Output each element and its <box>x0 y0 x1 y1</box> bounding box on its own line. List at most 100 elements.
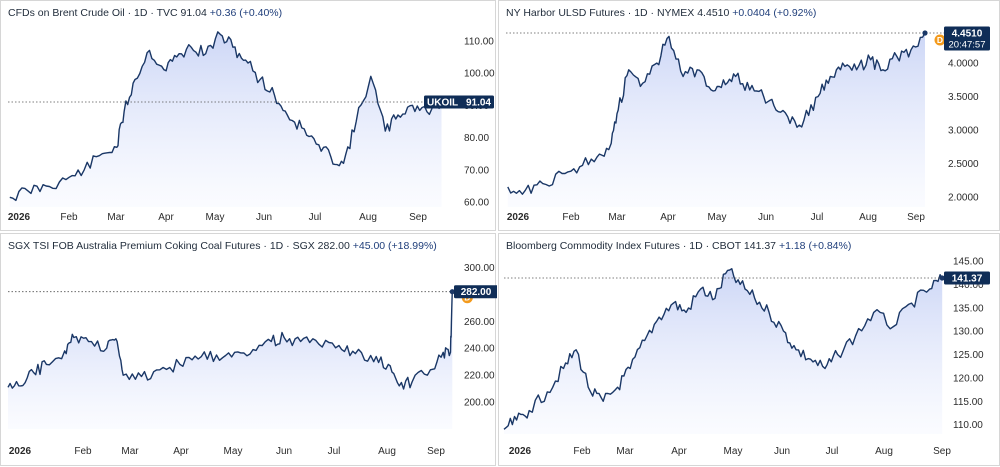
x-tick-label: Jul <box>309 212 322 223</box>
title-change: +0.0404 (+0.92%) <box>732 7 817 19</box>
y-tick-label: 140.00 <box>953 280 984 291</box>
last-price-tag-value: 91.04 <box>466 98 491 109</box>
series-line <box>503 268 943 430</box>
x-tick-label: Apr <box>158 212 174 223</box>
y-tick-label: 120.00 <box>953 373 984 384</box>
y-tick-label: 110.00 <box>953 420 983 431</box>
last-price-tag-value: 141.37 <box>952 274 983 285</box>
x-tick-label: Jul <box>826 446 839 457</box>
dividend-d-badge <box>934 34 946 46</box>
last-price-tag-value: 282.00 <box>461 287 492 298</box>
chart-panel-coking-coal[interactable]: 200.00220.00240.00260.00280.00300.002026… <box>0 233 497 466</box>
x-tick-label: Feb <box>60 212 78 223</box>
x-tick-label: Aug <box>875 446 893 457</box>
chart-panel-ulsd[interactable]: 2.0000 2.5000 3.0000 3.5000 4.0000 2026 Feb Mar… <box>498 0 1000 231</box>
chart-title: Bloomberg Commodity Index Futures · 1D ·… <box>506 240 851 252</box>
y-tick-label: 125.00 <box>953 350 984 361</box>
last-price-tag <box>944 26 990 51</box>
x-tick-label: Sep <box>907 212 925 223</box>
title-name: SGX TSI FOB Australia Premium Coking Coa… <box>8 240 261 252</box>
title-meta: · 1D · TVC <box>127 7 178 19</box>
x-tick-label: 2026 <box>9 446 32 457</box>
y-tick-label: 2.5000 <box>948 159 979 170</box>
y-tick-label: 130.00 <box>953 327 984 338</box>
title-name: Bloomberg Commodity Index Futures <box>506 240 680 252</box>
title-last-price: 282.00 <box>317 240 350 252</box>
title-name: NY Harbor ULSD Futures <box>506 7 625 19</box>
x-tick-label: Mar <box>107 212 125 223</box>
x-tick-label: Sep <box>427 446 445 457</box>
x-tick-label: May <box>224 446 243 457</box>
y-tick-label: 300.00 <box>464 263 495 274</box>
title-meta: · 1D · NYMEX <box>627 7 695 19</box>
y-tick-label: 3.0000 <box>948 126 979 137</box>
chart-panel-bloomberg[interactable]: 110.00 115.00 120.00 125.00 130.00 135.00 140.… <box>498 233 1000 466</box>
x-tick-label: Jul <box>328 446 341 457</box>
title-last-price: 91.04 <box>180 7 207 19</box>
y-tick-label: 115.00 <box>953 397 983 408</box>
x-tick-label: Mar <box>616 446 634 457</box>
y-tick-label: 3.5000 <box>948 92 979 103</box>
y-tick-label: 200.00 <box>464 398 495 409</box>
y-tick-label: 4.0000 <box>948 59 979 70</box>
last-price-tag-symbol: UKOIL <box>427 98 458 109</box>
series-line <box>507 32 926 195</box>
last-price-tag <box>944 271 990 285</box>
y-tick-label: 60.00 <box>464 198 489 209</box>
x-tick-label: 2026 <box>509 446 532 457</box>
last-price-tag-time: 20:47:57 <box>949 40 986 51</box>
x-tick-label: Jun <box>758 212 774 223</box>
ulsd-chart: 2.0000 2.5000 3.0000 3.5000 4.0000 2026 Feb Mar… <box>506 26 990 223</box>
last-price-tag <box>454 285 497 299</box>
x-tick-label: Mar <box>121 446 139 457</box>
last-price-marker <box>939 275 945 281</box>
x-tick-label: Feb <box>74 446 92 457</box>
dividend-d-label: D <box>937 35 943 45</box>
x-tick-label: May <box>206 212 225 223</box>
y-tick-label: 260.00 <box>464 317 495 328</box>
area-fill <box>504 268 943 434</box>
title-name: CFDs on Brent Crude Oil <box>8 7 125 19</box>
x-tick-label: Apr <box>671 446 687 457</box>
area-fill <box>8 291 453 429</box>
x-tick-label: Sep <box>409 212 427 223</box>
title-last-price: 4.4510 <box>697 7 730 19</box>
title-change: +0.36 (+0.40%) <box>209 7 283 19</box>
chart-panel-brent[interactable]: 60.0070.0080.0090.00100.00110.002026FebM… <box>0 0 496 231</box>
x-tick-label: May <box>724 446 743 457</box>
chart-title: SGX TSI FOB Australia Premium Coking Coa… <box>8 240 437 252</box>
x-tick-label: Feb <box>573 446 591 457</box>
x-tick-label: Jun <box>276 446 292 457</box>
coking-coal-chart: 200.00220.00240.00260.00280.00300.002026… <box>7 263 497 457</box>
y-tick-label: 240.00 <box>464 344 495 355</box>
title-change: +1.18 (+0.84%) <box>778 240 852 252</box>
y-tick-label: 135.00 <box>953 303 984 314</box>
last-price-tag <box>424 95 494 109</box>
series-line <box>7 291 453 390</box>
area-fill <box>9 31 442 208</box>
x-tick-label: Feb <box>562 212 580 223</box>
title-meta: · 1D · SGX <box>263 240 315 252</box>
y-tick-label: 100.00 <box>464 69 495 80</box>
chart-title: CFDs on Brent Crude Oil · 1D · TVC 91.04… <box>8 7 282 19</box>
y-tick-label: 2.0000 <box>948 193 979 204</box>
last-price-marker <box>449 289 455 295</box>
x-tick-label: 2026 <box>8 212 31 223</box>
x-tick-label: Jun <box>774 446 790 457</box>
last-price-tag-value: 4.4510 <box>952 29 983 40</box>
x-tick-label: Jun <box>256 212 272 223</box>
bloomberg-chart: 110.00 115.00 120.00 125.00 130.00 135.00 140.… <box>503 257 990 457</box>
y-tick-label: 70.00 <box>464 165 489 176</box>
y-tick-label: 145.00 <box>953 257 984 268</box>
y-tick-label: 220.00 <box>464 371 495 382</box>
x-tick-label: Jul <box>811 212 824 223</box>
title-change: +45.00 (+18.99%) <box>352 240 437 252</box>
series-line <box>9 31 443 202</box>
x-tick-label: Aug <box>859 212 877 223</box>
x-tick-label: May <box>708 212 727 223</box>
chart-title: NY Harbor ULSD Futures · 1D · NYMEX 4.45… <box>506 7 816 19</box>
y-tick-label: 80.00 <box>464 133 489 144</box>
x-tick-label: Apr <box>173 446 189 457</box>
brent-chart: 60.0070.0080.0090.00100.00110.002026FebM… <box>8 31 495 223</box>
x-tick-label: Aug <box>359 212 377 223</box>
